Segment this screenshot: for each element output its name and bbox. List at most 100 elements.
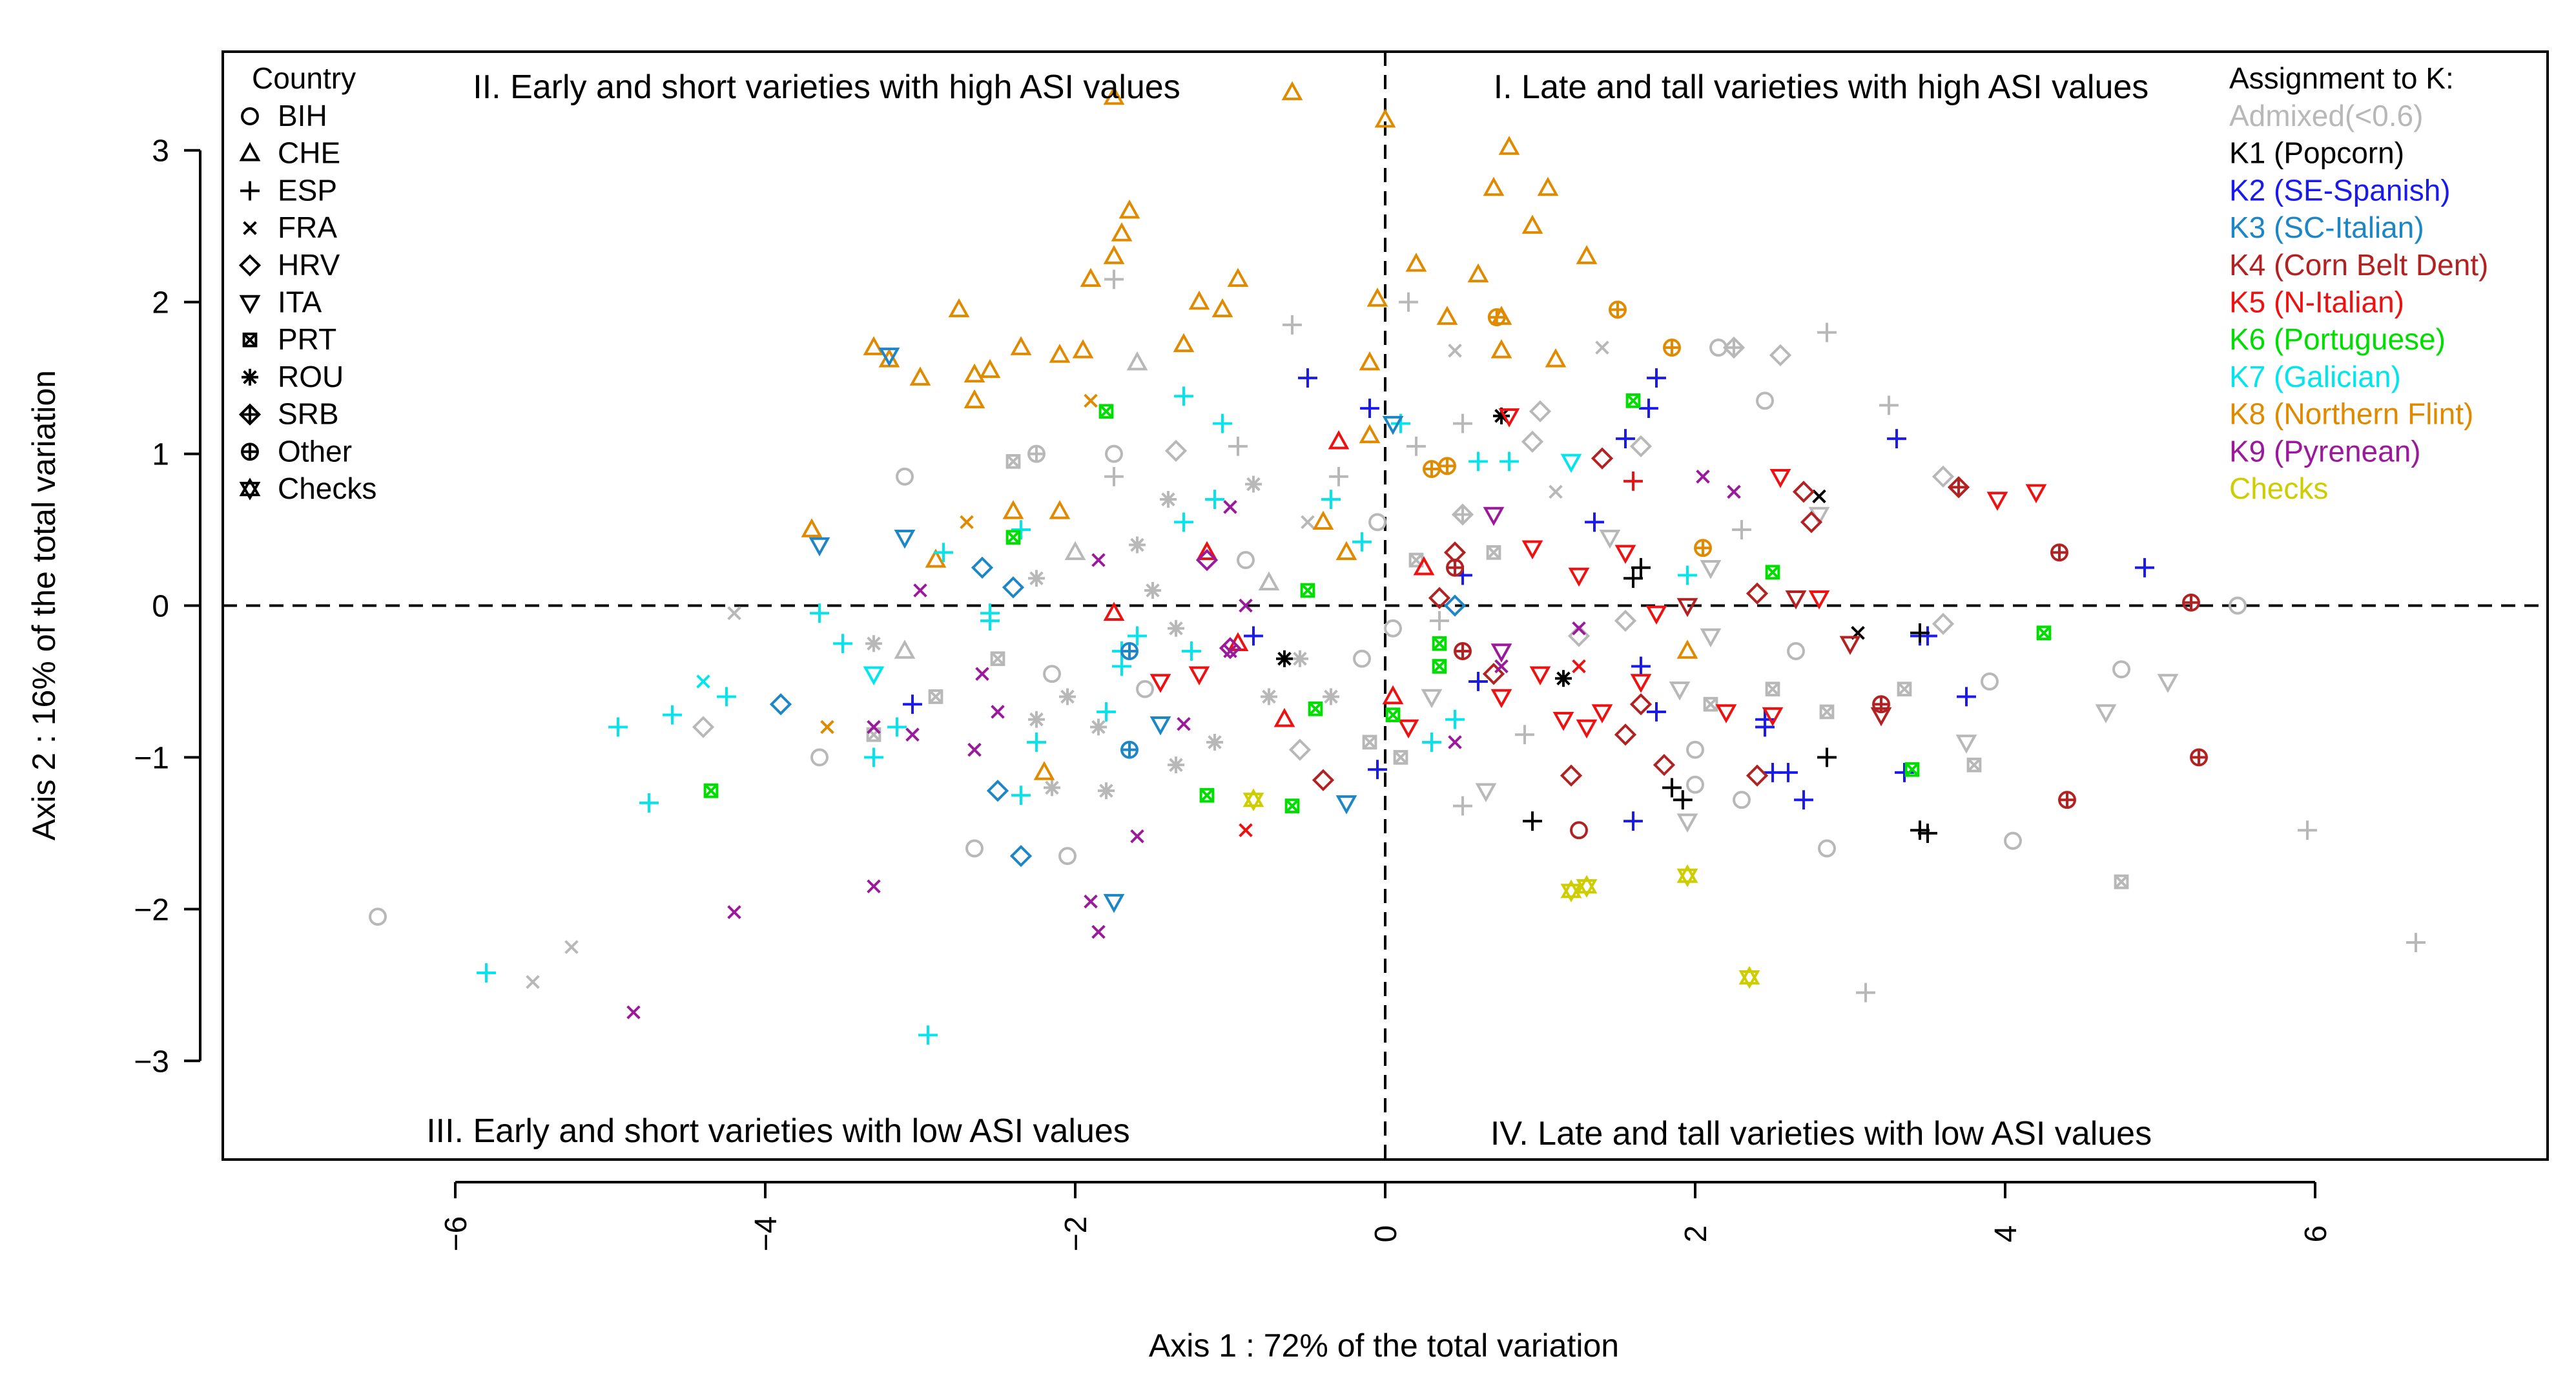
data-point (1817, 747, 1837, 767)
data-point (727, 606, 741, 621)
data-point (1769, 344, 1792, 366)
data-point (1703, 696, 1718, 712)
data-point (692, 716, 715, 738)
data-point (1421, 689, 1443, 709)
data-point (1918, 823, 1937, 843)
data-point (626, 1005, 641, 1019)
data-point (1399, 292, 1418, 312)
data-point (2298, 820, 2317, 840)
country-legend-item: ESP (240, 173, 337, 207)
data-point (1308, 701, 1323, 716)
y-tick-label: −3 (134, 1045, 169, 1079)
data-point (1098, 404, 1114, 419)
data-point (1623, 811, 1643, 831)
y-tick-label: 0 (152, 590, 169, 624)
data-point (1614, 545, 1636, 565)
data-point (975, 667, 989, 681)
assignment-legend-label: K4 (Corn Belt Dent) (2229, 248, 2488, 282)
data-point (1957, 687, 1976, 707)
data-point (1629, 435, 1653, 457)
data-point (1451, 503, 1474, 526)
country-legend-item: CHE (239, 136, 340, 170)
data-point (1818, 839, 1836, 858)
data-point (1676, 864, 1698, 888)
data-point (864, 747, 883, 767)
data-point (1196, 541, 1218, 561)
reference-lines (223, 52, 2548, 1160)
data-point (867, 879, 881, 893)
data-point (913, 583, 927, 598)
data-point (1335, 795, 1357, 815)
data-point (1792, 481, 1815, 503)
data-point (1529, 400, 1552, 422)
data-point (1870, 707, 1892, 727)
data-point (1549, 484, 1563, 499)
country-legend-item: BIH (241, 99, 327, 132)
data-point (1059, 688, 1076, 705)
data-point (1335, 541, 1357, 561)
data-point (1288, 738, 1312, 761)
data-point (1932, 612, 1955, 635)
data-point (1199, 787, 1215, 803)
data-point (967, 742, 982, 757)
data-point (1366, 287, 1388, 307)
country-legend-label: ITA (278, 286, 322, 319)
data-point (2112, 660, 2130, 679)
data-point (1709, 338, 1727, 357)
data-point (2025, 484, 2047, 504)
data-point (477, 963, 496, 983)
data-point (1097, 702, 1116, 722)
y-tick-label: −2 (134, 893, 169, 927)
data-point (863, 666, 885, 685)
data-point (1746, 582, 1769, 605)
assignment-legend-label: Checks (2229, 472, 2328, 505)
data-point (1084, 393, 1098, 408)
data-point (1453, 413, 1472, 433)
data-point (1897, 682, 1912, 697)
data-point (1128, 626, 1147, 646)
data-point (1490, 339, 1512, 359)
data-point (1168, 619, 1184, 637)
data-point (1468, 672, 1488, 691)
data-point (1321, 490, 1341, 509)
data-point (1223, 644, 1237, 658)
data-point (1756, 391, 1774, 410)
data-point (1454, 642, 1472, 660)
data-point (1064, 541, 1086, 561)
data-point (1374, 108, 1396, 128)
data-point (1281, 81, 1303, 101)
data-point (1112, 656, 1131, 676)
data-point (1808, 590, 1830, 610)
data-point (1521, 430, 1544, 453)
data-point (1182, 641, 1201, 661)
data-point (1647, 368, 1666, 388)
data-point (1560, 879, 1582, 902)
assignment-legend-label: K8 (Northern Flint) (2229, 397, 2473, 431)
data-point (1323, 688, 1339, 705)
data-point (1631, 656, 1651, 676)
data-point (1910, 820, 1930, 840)
data-point (1144, 582, 1161, 599)
data-point (810, 748, 829, 767)
data-point (2036, 625, 2052, 641)
data-point (1173, 333, 1195, 353)
assignment-legend: Assignment to K: Admixed(<0.6) K1 (Popcor… (2229, 61, 2488, 505)
data-point (2229, 596, 2247, 615)
data-point (1572, 621, 1586, 636)
data-point (1645, 605, 1667, 625)
country-legend-label: Other (278, 434, 352, 468)
data-point (1609, 300, 1627, 319)
data-point (1746, 764, 1769, 787)
data-point (1301, 515, 1315, 530)
data-point (369, 908, 387, 926)
country-legend-title: Country (252, 61, 356, 95)
data-point (1098, 782, 1115, 800)
data-point (1368, 513, 1386, 532)
data-point (1694, 539, 1712, 557)
data-point (1918, 626, 1937, 646)
data-point (1686, 775, 1704, 794)
data-point (1329, 466, 1348, 486)
data-point (1623, 471, 1643, 491)
data-point (1174, 512, 1193, 532)
y-tick-label: 3 (152, 134, 169, 169)
